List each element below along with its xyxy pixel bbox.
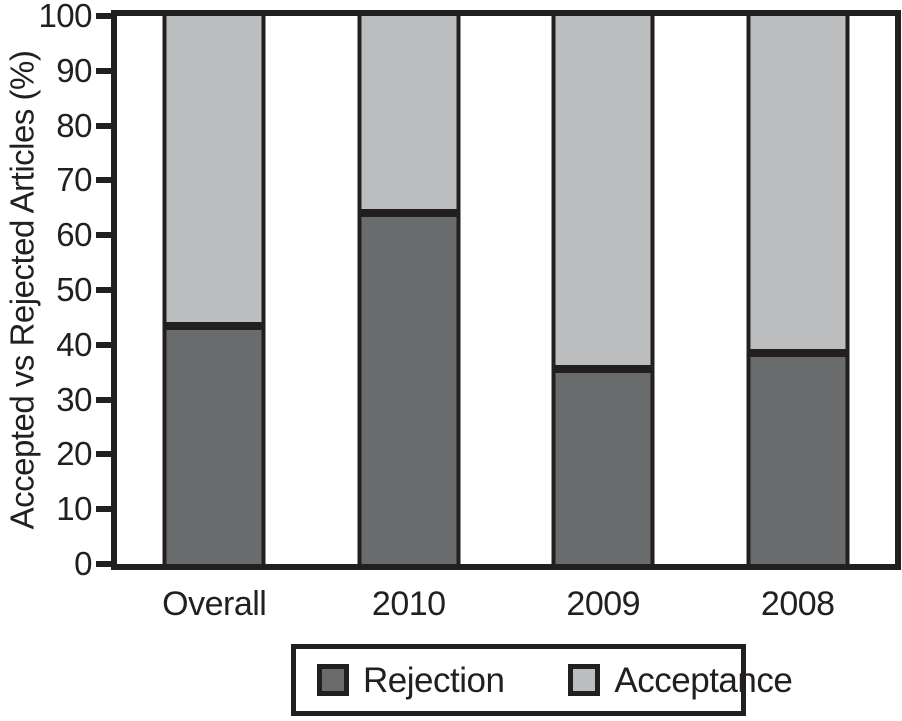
y-axis-tick-20: [96, 451, 112, 458]
y-tick-label-0: 0: [74, 545, 92, 582]
y-tick-label-40: 40: [56, 325, 92, 363]
stacked-bar-2010: [357, 16, 461, 564]
bar-slot-2008: [701, 16, 896, 564]
legend-label-acceptance: Acceptance: [614, 660, 793, 700]
legend-entry-acceptance: Acceptance: [568, 660, 793, 700]
bar-slot-overall: [117, 16, 312, 564]
bar-segment-rejection-2008: [746, 353, 850, 564]
y-tick-label-60: 60: [56, 216, 92, 254]
y-axis-tick-70: [96, 177, 112, 184]
bar-slot-2009: [506, 16, 701, 564]
legend-label-rejection: Rejection: [363, 660, 505, 700]
bar-segment-rejection-overall: [162, 325, 266, 564]
stacked-bar-2008: [746, 16, 850, 564]
bar-segment-acceptance-2008: [746, 16, 850, 354]
y-axis-tick-80: [96, 122, 112, 129]
y-axis-tick-60: [96, 232, 112, 239]
legend-entry-rejection: Rejection: [317, 660, 505, 700]
y-axis-tick-0: [96, 561, 112, 567]
y-axis-tick-100: [96, 13, 112, 19]
x-tick-label-2008: 2008: [760, 585, 835, 623]
y-tick-label-100: 100: [38, 0, 92, 34]
legend: Rejection Acceptance: [291, 644, 793, 716]
stacked-bar-2009: [551, 16, 655, 564]
plot-area: [111, 10, 901, 570]
y-tick-label-30: 30: [56, 380, 92, 418]
acceptance-swatch-icon: [568, 664, 601, 696]
bar-segment-acceptance-2009: [551, 16, 655, 370]
x-tick-label-2009: 2009: [566, 585, 641, 623]
y-axis-tick-40: [96, 341, 112, 348]
bar-segment-acceptance-overall: [162, 16, 266, 326]
y-tick-label-20: 20: [56, 435, 92, 473]
bar-segment-acceptance-2010: [357, 16, 461, 214]
y-tick-label-10: 10: [56, 490, 92, 528]
x-tick-label-2010: 2010: [371, 585, 446, 623]
y-axis-tick-50: [96, 287, 112, 293]
stacked-bar-overall: [162, 16, 266, 564]
y-axis-tick-90: [96, 67, 112, 74]
y-tick-label-90: 90: [56, 51, 92, 89]
y-tick-label-80: 80: [56, 106, 92, 144]
bar-segment-rejection-2009: [551, 369, 655, 564]
y-axis-tick-30: [96, 396, 112, 403]
x-tick-label-overall: Overall: [162, 585, 267, 623]
bar-segment-rejection-2010: [357, 213, 461, 564]
y-axis-tick-10: [96, 506, 112, 513]
rejection-swatch-icon: [317, 664, 349, 696]
y-tick-label-70: 70: [56, 161, 92, 199]
y-tick-label-50: 50: [56, 271, 92, 308]
bar-slot-2010: [312, 16, 507, 564]
plot-inner: [117, 16, 895, 564]
